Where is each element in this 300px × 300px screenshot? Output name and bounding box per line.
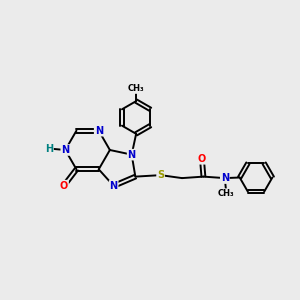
Text: H: H xyxy=(45,143,53,154)
Text: O: O xyxy=(198,154,206,164)
Text: N: N xyxy=(110,181,118,191)
Text: CH₃: CH₃ xyxy=(128,84,145,93)
Text: N: N xyxy=(61,145,69,155)
Text: N: N xyxy=(95,126,103,136)
Text: N: N xyxy=(128,150,136,160)
Text: S: S xyxy=(157,170,164,180)
Text: N: N xyxy=(221,173,229,183)
Text: CH₃: CH₃ xyxy=(218,189,235,198)
Text: O: O xyxy=(60,181,68,191)
